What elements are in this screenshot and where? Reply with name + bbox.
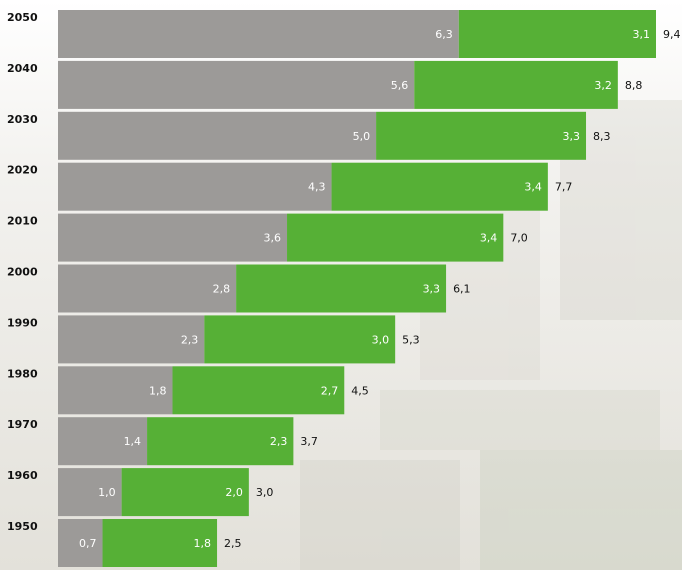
total-label: 7,7: [555, 181, 573, 194]
value-label: 3,3: [423, 283, 441, 296]
chart: 2050 6,3 3,1 9,4 2040 5,6 3,2 8,8 2030 5,0 3,3 8,3 2…: [0, 0, 682, 570]
value-label: 4,3: [308, 181, 326, 194]
y-tick-label: 1990: [7, 316, 38, 329]
total-label: 4,5: [351, 384, 369, 397]
value-label: 1,8: [194, 537, 212, 550]
y-tick-label: 1960: [7, 469, 38, 482]
bar-segment: [204, 315, 395, 363]
total-label: 8,8: [625, 79, 643, 92]
value-label: 0,7: [79, 537, 97, 550]
value-label: 2,3: [181, 333, 199, 346]
bar-segment: [287, 214, 503, 262]
value-label: 1,4: [124, 435, 142, 448]
value-label: 3,4: [524, 181, 542, 194]
y-tick-label: 2010: [7, 215, 38, 228]
value-label: 2,7: [321, 384, 339, 397]
y-tick-label: 2000: [7, 266, 38, 279]
value-label: 1,0: [98, 486, 116, 499]
total-label: 3,7: [300, 435, 318, 448]
bar-segment: [58, 10, 459, 58]
y-tick-label: 1970: [7, 418, 38, 431]
value-label: 3,2: [594, 79, 612, 92]
value-label: 3,1: [633, 28, 651, 41]
y-tick-label: 2020: [7, 164, 38, 177]
bar-segment: [459, 10, 656, 58]
total-label: 8,3: [593, 130, 611, 143]
value-label: 2,3: [270, 435, 288, 448]
total-label: 6,1: [453, 283, 471, 296]
value-label: 5,6: [391, 79, 409, 92]
y-tick-label: 2040: [7, 62, 38, 75]
total-label: 2,5: [224, 537, 242, 550]
bar-segment: [58, 61, 414, 109]
value-label: 1,8: [149, 384, 167, 397]
bar-segment: [58, 265, 236, 313]
value-label: 6,3: [435, 28, 453, 41]
bar-segment: [58, 112, 376, 160]
bar-segment: [332, 163, 548, 211]
bar-segment: [173, 366, 345, 414]
value-label: 3,3: [563, 130, 581, 143]
y-tick-label: 2030: [7, 113, 38, 126]
value-label: 3,4: [480, 232, 498, 245]
bar-segment: [414, 61, 618, 109]
value-label: 3,6: [264, 232, 282, 245]
y-tick-label: 1980: [7, 367, 38, 380]
y-tick-label: 2050: [7, 11, 38, 24]
bar-segment: [376, 112, 586, 160]
total-label: 9,4: [663, 28, 681, 41]
value-label: 2,8: [213, 283, 231, 296]
value-label: 3,0: [372, 333, 390, 346]
total-label: 7,0: [510, 232, 528, 245]
total-label: 5,3: [402, 333, 420, 346]
bar-segment: [236, 265, 446, 313]
bar-segment: [58, 163, 332, 211]
value-label: 5,0: [353, 130, 371, 143]
bar-segment: [58, 214, 287, 262]
total-label: 3,0: [256, 486, 274, 499]
y-tick-label: 1950: [7, 520, 38, 533]
value-label: 2,0: [225, 486, 243, 499]
